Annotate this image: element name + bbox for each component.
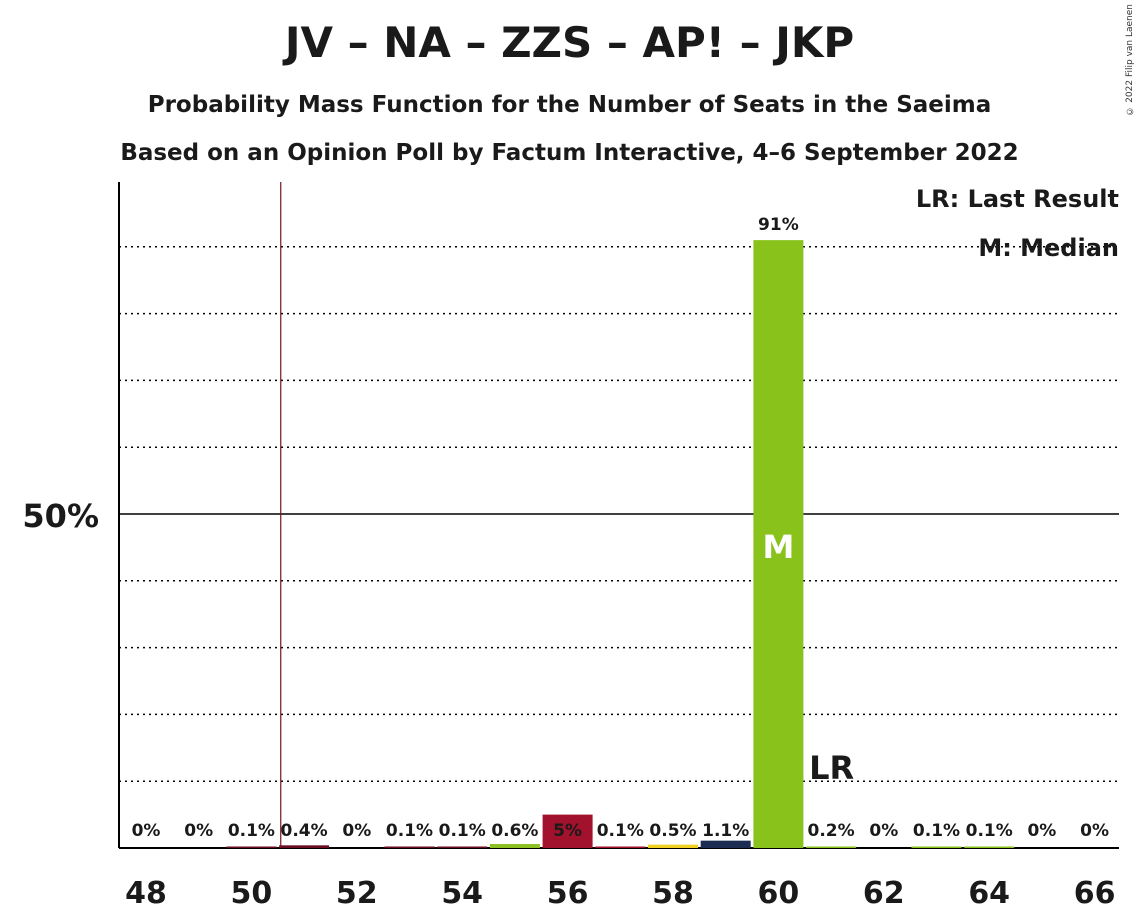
bar-label-seat-54: 0.1%	[439, 821, 486, 841]
bar-label-seat-53: 0.1%	[386, 821, 433, 841]
bar-seat-60	[753, 240, 804, 848]
x-tick-label-58: 58	[652, 876, 694, 911]
bar-label-seat-55: 0.6%	[491, 821, 538, 841]
bar-label-seat-58: 0.5%	[649, 821, 696, 841]
legend-last-result: LR: Last Result	[915, 185, 1119, 213]
chart-title: JV – NA – ZZS – AP! – JKP	[284, 18, 855, 67]
bar-label-seat-66: 0%	[1080, 821, 1109, 841]
bar-label-seat-63: 0.1%	[913, 821, 960, 841]
bar-label-seat-65: 0%	[1027, 821, 1056, 841]
x-tick-label-54: 54	[441, 876, 483, 911]
bar-seat-56	[542, 814, 593, 848]
bar-value-labels: 0% 0% 0.1% 0.4% 0% 0.1% 0.1% 0.6% 5% 0.1% 0.5% 1.1%…	[132, 215, 1109, 841]
x-tick-label-48: 48	[125, 876, 167, 911]
bar-seat-63	[911, 846, 962, 848]
bar-label-seat-56: 5%	[553, 821, 582, 841]
bar-label-seat-48: 0%	[132, 821, 161, 841]
bars	[226, 240, 1015, 848]
bar-seat-51	[279, 845, 330, 848]
chart-subtitle: Probability Mass Function for the Number…	[147, 92, 992, 118]
bar-label-seat-61: 0.2%	[808, 821, 855, 841]
y-tick-label-50: 50%	[22, 497, 99, 535]
bar-label-seat-62: 0%	[869, 821, 898, 841]
bar-seat-53	[384, 846, 435, 848]
x-tick-label-66: 66	[1074, 876, 1116, 911]
x-tick-label-64: 64	[968, 876, 1010, 911]
bar-seat-59	[700, 840, 751, 848]
bar-seat-55	[489, 843, 540, 848]
bar-label-seat-64: 0.1%	[966, 821, 1013, 841]
median-marker: M	[762, 528, 794, 566]
bar-label-seat-51: 0.4%	[281, 821, 328, 841]
grid-lines	[119, 246, 1119, 782]
bar-seat-50	[226, 846, 277, 848]
last-result-marker: LR	[809, 749, 854, 787]
x-tick-label-60: 60	[758, 876, 800, 911]
bar-label-seat-49: 0%	[184, 821, 213, 841]
markers: M LR	[280, 182, 854, 848]
x-tick-label-56: 56	[547, 876, 589, 911]
bar-label-seat-59: 1.1%	[702, 821, 749, 841]
bar-seat-54	[437, 846, 488, 848]
bar-label-seat-52: 0%	[342, 821, 371, 841]
x-tick-label-50: 50	[231, 876, 273, 911]
bar-label-seat-50: 0.1%	[228, 821, 275, 841]
bar-label-seat-57: 0.1%	[597, 821, 644, 841]
bar-seat-61	[806, 846, 857, 848]
x-tick-labels: 48 50 52 54 56 58 60 62 64 66	[125, 876, 1115, 911]
legend-median: M: Median	[978, 234, 1119, 262]
bar-label-seat-60: 91%	[758, 215, 799, 235]
x-tick-label-62: 62	[863, 876, 905, 911]
bar-seat-57	[595, 846, 646, 848]
bar-seat-58	[648, 844, 698, 848]
chart-source-subtitle: Based on an Opinion Poll by Factum Inter…	[120, 140, 1019, 166]
bar-seat-64	[964, 846, 1015, 848]
x-tick-label-52: 52	[336, 876, 378, 911]
